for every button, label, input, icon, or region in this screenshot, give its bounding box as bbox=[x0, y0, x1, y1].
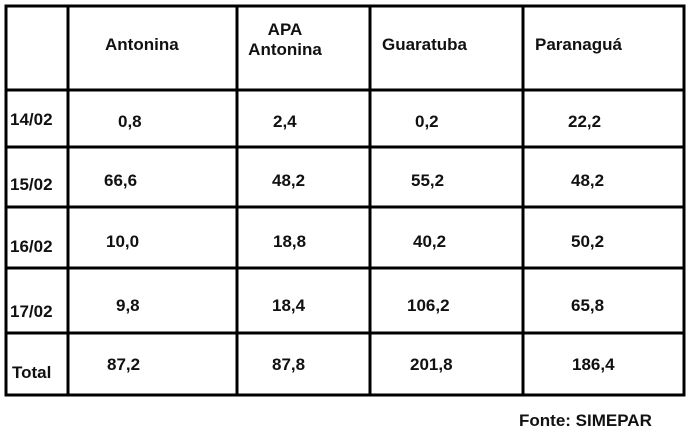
row-label: 16/02 bbox=[10, 237, 53, 256]
cell-value: 2,4 bbox=[273, 112, 297, 131]
cell-value: 55,2 bbox=[411, 171, 445, 190]
cell-value: 22,2 bbox=[568, 112, 602, 131]
row-label: Total bbox=[12, 363, 52, 382]
cell-value: 18,8 bbox=[273, 232, 307, 251]
cell-value: 48,2 bbox=[571, 171, 605, 190]
cell-value: 201,8 bbox=[410, 355, 453, 374]
cell-value: 18,4 bbox=[272, 296, 306, 315]
row-label: 17/02 bbox=[10, 302, 53, 321]
cell-value: 0,2 bbox=[415, 112, 439, 131]
cell-value: 106,2 bbox=[407, 296, 450, 315]
column-header: Antonina bbox=[105, 35, 179, 54]
row-label: 14/02 bbox=[10, 110, 53, 129]
column-header: Paranaguá bbox=[535, 35, 622, 54]
cell-value: 40,2 bbox=[413, 232, 447, 251]
cell-value: 65,8 bbox=[571, 296, 605, 315]
cell-value: 87,8 bbox=[272, 355, 306, 374]
footer-source: Fonte: SIMEPAR bbox=[519, 411, 652, 430]
row-label: 15/02 bbox=[10, 175, 53, 194]
cell-value: 48,2 bbox=[272, 171, 306, 190]
column-header: Guaratuba bbox=[382, 35, 468, 54]
cell-value: 10,0 bbox=[106, 232, 140, 251]
cell-value: 50,2 bbox=[571, 232, 605, 251]
cell-value: 9,8 bbox=[116, 296, 140, 315]
cell-value: 0,8 bbox=[118, 112, 142, 131]
cell-value: 87,2 bbox=[107, 355, 141, 374]
cell-value: 186,4 bbox=[572, 355, 615, 374]
cell-value: 66,6 bbox=[104, 171, 138, 190]
column-header: APA Antonina bbox=[248, 20, 322, 59]
